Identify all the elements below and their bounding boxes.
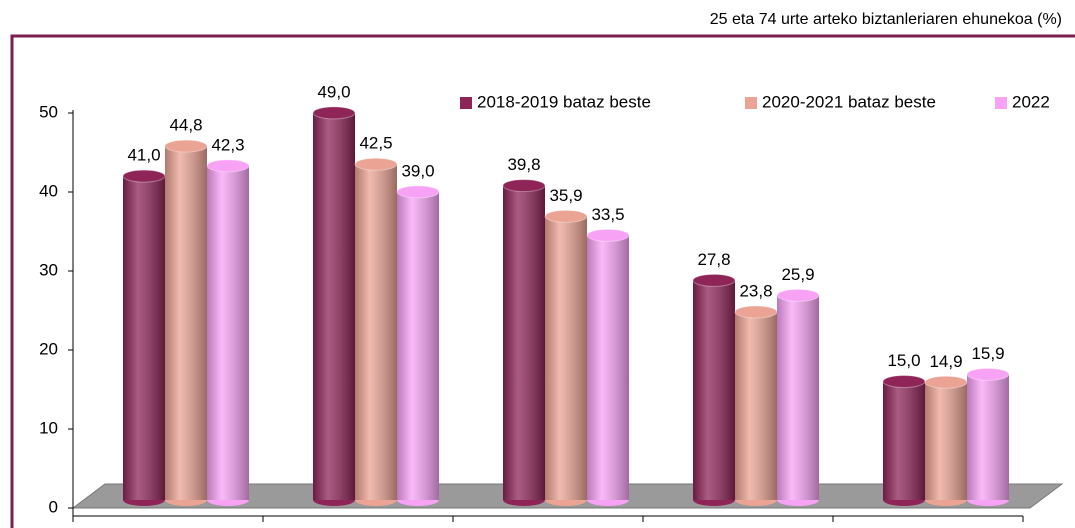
value-label: 14,9 — [929, 352, 962, 371]
value-label: 25,9 — [781, 265, 814, 284]
bar-top — [776, 288, 820, 302]
bar-shade — [735, 311, 777, 500]
bar-shade — [313, 112, 355, 501]
bar-shade — [925, 382, 967, 500]
legend-swatch — [745, 97, 757, 109]
y-tick-label: 30 — [39, 260, 58, 279]
bar-top — [122, 169, 166, 183]
value-label: 39,0 — [401, 161, 434, 180]
value-label: 35,9 — [549, 186, 582, 205]
bar-shade — [123, 176, 165, 500]
bar-shade — [693, 280, 735, 500]
bar-top — [924, 375, 968, 389]
legend-swatch — [460, 97, 472, 109]
chart-subtitle: 25 eta 74 urte arteko biztanleriaren ehu… — [710, 11, 1062, 28]
value-label: 42,5 — [359, 134, 392, 153]
bar-shade — [503, 185, 545, 500]
value-label: 27,8 — [697, 250, 730, 269]
bar-top — [502, 179, 546, 193]
legend-swatch — [995, 97, 1007, 109]
y-tick-label: 20 — [39, 339, 58, 358]
legend-label: 2018-2019 bataz beste — [477, 92, 651, 111]
value-label: 15,9 — [971, 344, 1004, 363]
y-tick-label: 40 — [39, 181, 58, 200]
bar-top — [544, 209, 588, 223]
value-label: 49,0 — [317, 82, 350, 101]
value-label: 39,8 — [507, 155, 540, 174]
bar-top — [206, 159, 250, 173]
value-label: 44,8 — [169, 116, 202, 135]
value-label: 33,5 — [591, 205, 624, 224]
value-label: 41,0 — [127, 146, 160, 165]
value-label: 23,8 — [739, 281, 772, 300]
value-label: 42,3 — [211, 135, 244, 154]
bar-top — [586, 228, 630, 242]
bar-top — [734, 305, 778, 319]
bar-shade — [165, 146, 207, 500]
bar-shade — [207, 165, 249, 500]
bar-shade — [355, 164, 397, 500]
bar-top — [164, 139, 208, 153]
bar-shade — [397, 191, 439, 500]
bar-top — [312, 106, 356, 120]
y-tick-label: 0 — [49, 497, 58, 516]
bar-top — [396, 185, 440, 199]
value-label: 15,0 — [887, 351, 920, 370]
bar-top — [692, 273, 736, 287]
y-tick-label: 50 — [39, 102, 58, 121]
frame — [10, 34, 1075, 528]
y-tick-label: 10 — [39, 418, 58, 437]
legend-label: 2020-2021 bataz beste — [762, 92, 936, 111]
bar-shade — [967, 374, 1009, 500]
bar-top — [354, 157, 398, 171]
legend-label: 2022 — [1012, 92, 1050, 111]
bar-shade — [587, 235, 629, 500]
bar-shade — [545, 216, 587, 500]
bar-top — [966, 367, 1010, 381]
bar-shade — [777, 295, 819, 500]
bar-top — [882, 375, 926, 388]
bar-shade — [883, 381, 925, 500]
